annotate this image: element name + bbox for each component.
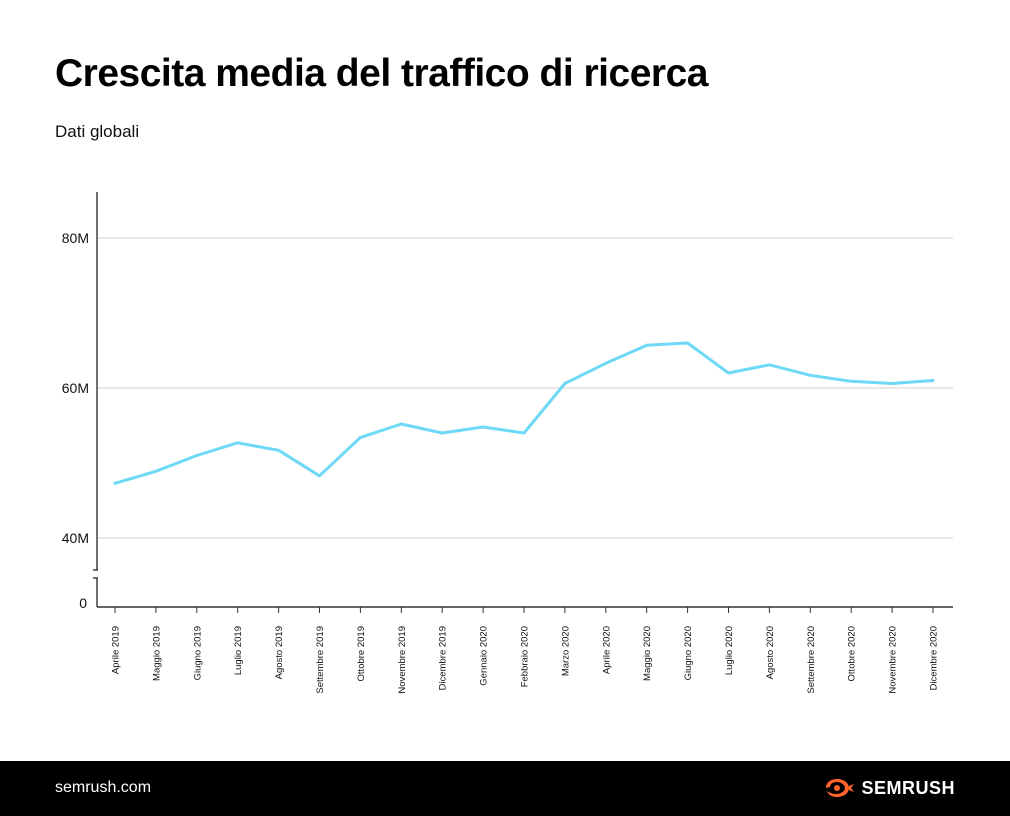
x-tick-label: Ottobre 2020 [847, 626, 858, 681]
data-point [645, 343, 649, 347]
data-point [890, 382, 894, 385]
footer-url: semrush.com [55, 779, 152, 796]
data-point [277, 448, 281, 452]
x-tick-label: Marzo 2020 [560, 626, 571, 676]
data-point [399, 422, 403, 426]
x-tick-label: Ottobre 2019 [356, 626, 367, 681]
data-point [236, 441, 240, 445]
data-point [767, 363, 771, 367]
x-tick-label: Agosto 2020 [765, 626, 776, 679]
data-point [113, 481, 117, 485]
data-point [440, 431, 444, 435]
footer-bar: semrush.com SEMRUSH [0, 761, 1010, 816]
data-point [563, 382, 567, 385]
x-tick-label: Settembre 2020 [806, 626, 817, 694]
data-point [686, 341, 690, 345]
series-line [113, 341, 935, 485]
brand-name: SEMRUSH [861, 777, 955, 798]
data-point [195, 454, 199, 457]
x-tick-label: Settembre 2019 [315, 626, 326, 694]
data-point [481, 425, 485, 429]
x-tick-label: Giugno 2020 [683, 626, 694, 680]
data-point [604, 361, 608, 365]
x-tick-label: Agosto 2019 [274, 626, 285, 679]
data-point [154, 469, 158, 473]
x-tick-label: Novembre 2020 [888, 626, 899, 694]
y-tick-label: 80M [62, 230, 89, 246]
x-tick-label: Maggio 2019 [151, 626, 162, 681]
y-tick-label-zero: 0 [79, 595, 87, 611]
data-point [522, 431, 526, 435]
x-tick-label: Maggio 2020 [642, 626, 653, 681]
data-point [808, 373, 812, 377]
x-tick-label: Novembre 2019 [397, 626, 408, 694]
x-tick-label: Aprile 2020 [601, 626, 612, 674]
data-point [318, 474, 321, 478]
x-tick-label: Gennaio 2020 [479, 626, 490, 686]
data-point [358, 436, 362, 439]
x-tick-label: Luglio 2020 [724, 626, 735, 675]
data-point [727, 371, 730, 375]
x-tick-label: Dicembre 2020 [929, 626, 940, 690]
line-chart: 40M 60M 80M 0 Aprile 2019 Maggio 2019 Giugno 2… [62, 192, 953, 694]
x-tick-label: Luglio 2019 [233, 626, 244, 675]
x-tick-label: Dicembre 2019 [438, 626, 449, 690]
brand-logo: SEMRUSH [825, 777, 955, 799]
y-tick-label: 60M [62, 380, 89, 396]
data-point [931, 379, 935, 382]
semrush-fire-logo-icon [826, 779, 855, 797]
chart-subtitle: Dati globali [55, 122, 140, 141]
y-tick-label: 40M [62, 530, 89, 546]
x-tick-label: Aprile 2019 [111, 626, 122, 674]
x-tick-label: Giugno 2019 [192, 626, 203, 680]
chart-title: Crescita media del traffico di ricerca [55, 52, 708, 95]
data-point [849, 379, 853, 383]
x-tick-label: Febbraio 2020 [520, 626, 531, 687]
